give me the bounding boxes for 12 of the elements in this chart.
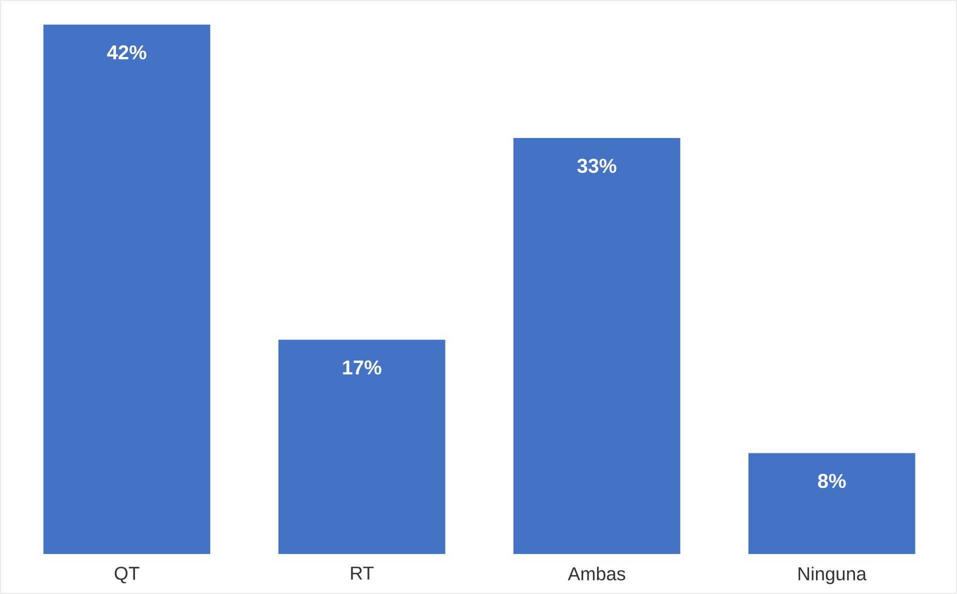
x-tick-label: RT	[351, 566, 374, 580]
bar	[43, 24, 210, 554]
bar	[278, 340, 446, 554]
x-tick-label: QT	[114, 566, 140, 584]
data-label: 8%	[818, 474, 846, 488]
data-label: 33%	[577, 158, 616, 173]
data-label: 42%	[107, 45, 146, 60]
bar	[748, 453, 916, 554]
x-tick-label: Ninguna	[798, 566, 867, 584]
x-tick-label: Ambas	[568, 566, 626, 580]
data-label: 17%	[343, 360, 382, 374]
bar	[513, 138, 680, 554]
